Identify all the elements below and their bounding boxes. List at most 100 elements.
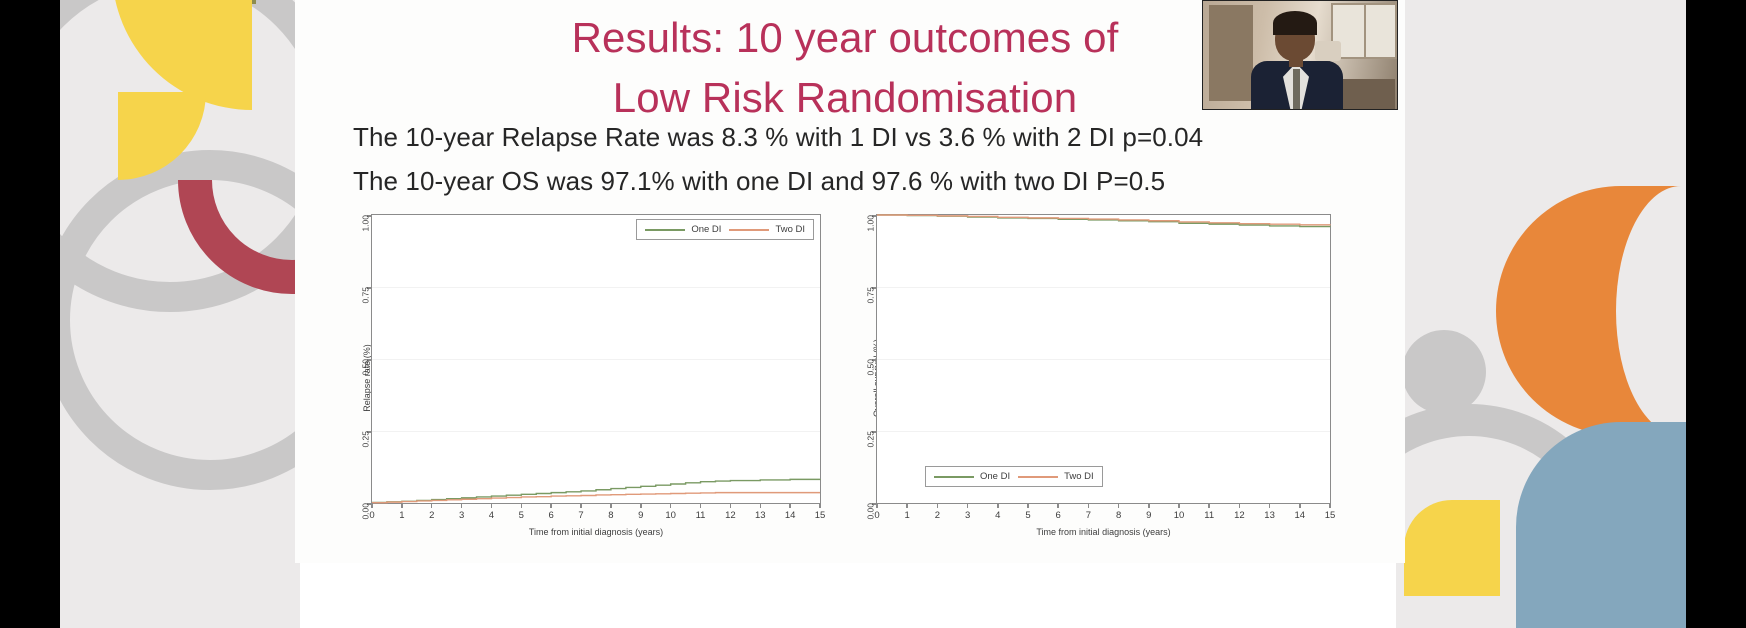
legend-swatch-two-di [729,228,770,231]
gridline [372,287,820,288]
y-tick-mark [872,359,877,361]
x-tick-label: 14 [1294,510,1306,521]
y-tick-mark [367,215,372,217]
x-tick-label: 10 [1173,510,1185,521]
y-tick-label: 1.00 [866,215,876,232]
y-tick-mark [367,359,372,361]
x-tick-mark [401,503,403,508]
y-tick-mark [367,287,372,289]
chart-relapse-curves [372,215,820,503]
x-tick-mark [580,503,582,508]
presenter-tie [1293,69,1300,109]
presenter-hair [1273,11,1317,35]
chart-os-plot-area: One DI Two DI Time from initial diagnosi… [866,214,1335,537]
chart-os-legend: One DI Two DI [925,466,1103,487]
legend-item-two-di: Two DI [1018,471,1094,482]
x-tick-mark [490,503,493,508]
x-tick-label: 7 [578,510,584,521]
x-tick-label: 10 [665,510,676,521]
x-tick-label: 13 [754,510,766,521]
decorative-pattern-left [60,0,300,628]
chart-relapse-x-axis-label: Time from initial diagnosis (years) [528,527,664,537]
x-tick-label: 13 [1264,510,1275,521]
x-tick-mark [640,503,642,508]
x-tick-mark [520,503,523,508]
x-tick-label: 9 [1146,510,1152,521]
legend-label-two-di: Two DI [775,224,805,235]
x-tick-mark [936,503,939,508]
gridline [877,287,1330,288]
x-tick-mark [759,503,762,508]
legend-item-two-di: Two DI [729,224,805,235]
x-tick-label: 15 [1324,510,1336,521]
y-tick-label: 0.25 [866,431,876,448]
y-tick-label: 0.25 [361,431,371,448]
chart-os-x-axis-label: Time from initial diagnosis (years) [1036,527,1171,537]
x-tick-mark [819,503,821,508]
slide-body-line-1: The 10-year Relapse Rate was 8.3 % with … [353,122,1204,152]
legend-swatch-one-di [645,228,686,231]
x-tick-label: 8 [1115,510,1122,521]
legend-swatch-two-di [1018,475,1059,478]
x-tick-mark [1299,503,1301,508]
gridline [372,359,820,360]
slide-backdrop: Results: 10 year outcomes of Low Risk Ra… [60,0,1686,628]
gridline [877,431,1330,432]
x-tick-mark [699,503,702,508]
x-tick-mark [460,503,463,508]
chart-relapse-rate: Relapse rate (%) One DI Two DI Time fr [325,208,825,548]
legend-swatch-one-di [934,475,974,478]
x-tick-label: 15 [814,510,826,521]
x-tick-label: 1 [904,510,910,521]
x-tick-label: 11 [695,510,706,521]
series-line-two-di [877,215,1330,225]
y-tick-mark [872,287,877,289]
x-tick-label: 3 [964,510,971,521]
chart-overall-survival: Overall survival (%) One DI Two DI Tim [830,208,1335,548]
x-tick-mark [1087,503,1090,508]
video-door [1209,5,1253,101]
x-tick-label: 5 [518,510,524,521]
x-tick-label: 14 [784,510,796,521]
x-tick-mark [966,503,969,508]
x-tick-mark [1117,503,1120,508]
y-tick-mark [872,503,877,505]
x-tick-mark [669,503,672,508]
gridline [877,359,1330,360]
x-tick-mark [610,503,612,508]
x-tick-label: 12 [725,510,736,521]
x-tick-mark [876,503,878,508]
decorative-gray-disc [1402,330,1486,414]
x-tick-mark [550,503,552,508]
x-tick-label: 7 [1085,510,1092,521]
chart-relapse-plot-area: One DI Two DI Time from initial diagnosi… [361,214,825,537]
series-line-one-di [372,479,820,502]
x-tick-label: 6 [1055,510,1061,521]
x-tick-label: 8 [608,510,614,521]
slide-title: Results: 10 year outcomes of Low Risk Ra… [325,8,1365,127]
y-tick-label: 1.00 [361,215,371,232]
presenter-video-thumbnail[interactable] [1202,0,1398,110]
x-tick-label: 5 [1025,510,1031,521]
x-tick-mark [1178,503,1180,508]
x-tick-mark [906,503,908,508]
x-tick-mark [1268,503,1271,508]
slide-title-line-1: Results: 10 year outcomes of [571,14,1119,61]
y-tick-label: 0.50 [866,359,876,376]
chart-relapse-legend: One DI Two DI [636,219,814,240]
y-tick-mark [872,215,877,217]
video-window [1331,3,1397,59]
chart-os-curves [877,215,1330,503]
x-tick-label: 0 [874,510,880,521]
x-tick-label: 1 [399,510,405,521]
x-tick-mark [1329,503,1331,508]
legend-item-one-di: One DI [934,471,1010,482]
x-tick-mark [1238,503,1241,508]
x-tick-mark [1148,503,1150,508]
y-tick-mark [367,431,372,433]
y-tick-label: 0.75 [361,287,371,304]
legend-item-one-di: One DI [645,224,721,235]
x-tick-label: 9 [638,510,644,521]
decorative-blue-shape [1516,422,1686,628]
x-tick-mark [430,503,433,508]
